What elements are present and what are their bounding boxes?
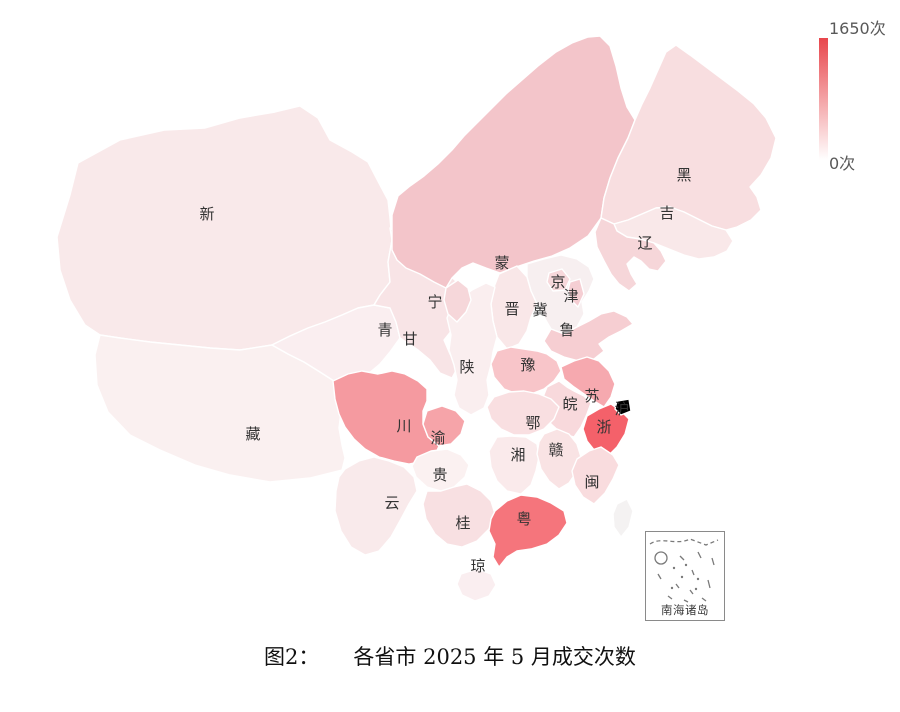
province-xizang — [94, 334, 346, 483]
province-label-jiangxi: 赣 — [548, 441, 563, 459]
figure-caption: 图2： 各省市 2025 年 5 月成交次数 — [0, 641, 900, 671]
south-china-sea-inset: 南海诸岛 — [645, 531, 725, 621]
province-label-xinjiang: 新 — [199, 205, 214, 223]
inset-islands-graphic — [649, 538, 719, 603]
province-label-hainan: 琼 — [470, 557, 485, 575]
province-label-hubei: 鄂 — [525, 414, 540, 432]
province-tianjin — [567, 278, 585, 308]
province-label-shanghai: 沪 — [614, 400, 629, 418]
province-label-henan: 豫 — [520, 356, 535, 374]
province-liaoning — [594, 217, 667, 292]
province-guangdong — [488, 494, 568, 568]
province-label-jilin: 吉 — [659, 204, 674, 222]
province-label-gansu: 甘 — [402, 330, 417, 348]
province-label-guizhou: 贵 — [432, 466, 447, 484]
province-label-xizang: 藏 — [245, 425, 260, 443]
province-label-fujian: 闽 — [584, 473, 599, 491]
color-legend: 1650次 0次 — [815, 10, 900, 173]
province-label-guangxi: 桂 — [455, 514, 470, 532]
province-shandong — [543, 310, 634, 362]
province-shapes — [56, 35, 777, 602]
province-label-zhejiang: 浙 — [596, 418, 611, 436]
province-guizhou — [411, 448, 470, 492]
legend-gradient-bar — [819, 38, 828, 160]
province-label-anhui: 皖 — [562, 395, 577, 413]
province-label-qinghai: 青 — [377, 321, 392, 339]
province-label-chongqing: 渝 — [430, 429, 445, 447]
caption-title: 各省市 2025 年 5 月成交次数 — [353, 645, 636, 669]
province-label-shandong: 鲁 — [559, 321, 574, 339]
province-label-neimenggu: 蒙 — [494, 254, 509, 272]
province-chongqing — [422, 405, 466, 447]
province-label-yunnan: 云 — [384, 494, 399, 512]
province-label-guangdong: 粤 — [516, 510, 531, 528]
province-label-hunan: 湘 — [510, 446, 525, 464]
province-hubei — [486, 390, 560, 436]
province-label-hebei: 冀 — [532, 301, 547, 319]
province-jiangxi — [536, 428, 582, 490]
province-label-beijing: 京 — [550, 273, 565, 291]
province-label-liaoning: 辽 — [637, 234, 652, 252]
province-xinjiang — [56, 105, 393, 351]
province-jiangsu — [560, 356, 616, 408]
province-label-ningxia: 宁 — [427, 293, 442, 311]
province-zhejiang — [582, 403, 630, 458]
province-yunnan — [334, 456, 418, 556]
province-shanghai — [614, 398, 632, 416]
province-label-heilongjiang: 黑 — [676, 166, 691, 184]
province-henan — [490, 346, 562, 395]
province-label-tianjin: 津 — [563, 287, 578, 305]
province-sichuan — [332, 370, 440, 465]
province-beijing — [546, 268, 571, 292]
province-label-sichuan: 川 — [396, 417, 411, 435]
legend-max-label: 1650次 — [829, 19, 886, 38]
legend-min-label: 0次 — [829, 154, 856, 173]
province-fujian — [571, 446, 620, 505]
province-label-jiangsu: 苏 — [584, 387, 599, 405]
province-ningxia — [443, 279, 472, 323]
caption-number: 图2： — [264, 645, 320, 669]
inset-label: 南海诸岛 — [661, 603, 709, 617]
province-hainan — [456, 568, 497, 602]
province-label-shaanxi: 陕 — [459, 358, 474, 376]
province-hunan — [488, 435, 540, 495]
province-qinghai — [271, 304, 401, 382]
province-label-shanxi: 晋 — [504, 300, 519, 318]
province-taiwan — [612, 498, 634, 538]
